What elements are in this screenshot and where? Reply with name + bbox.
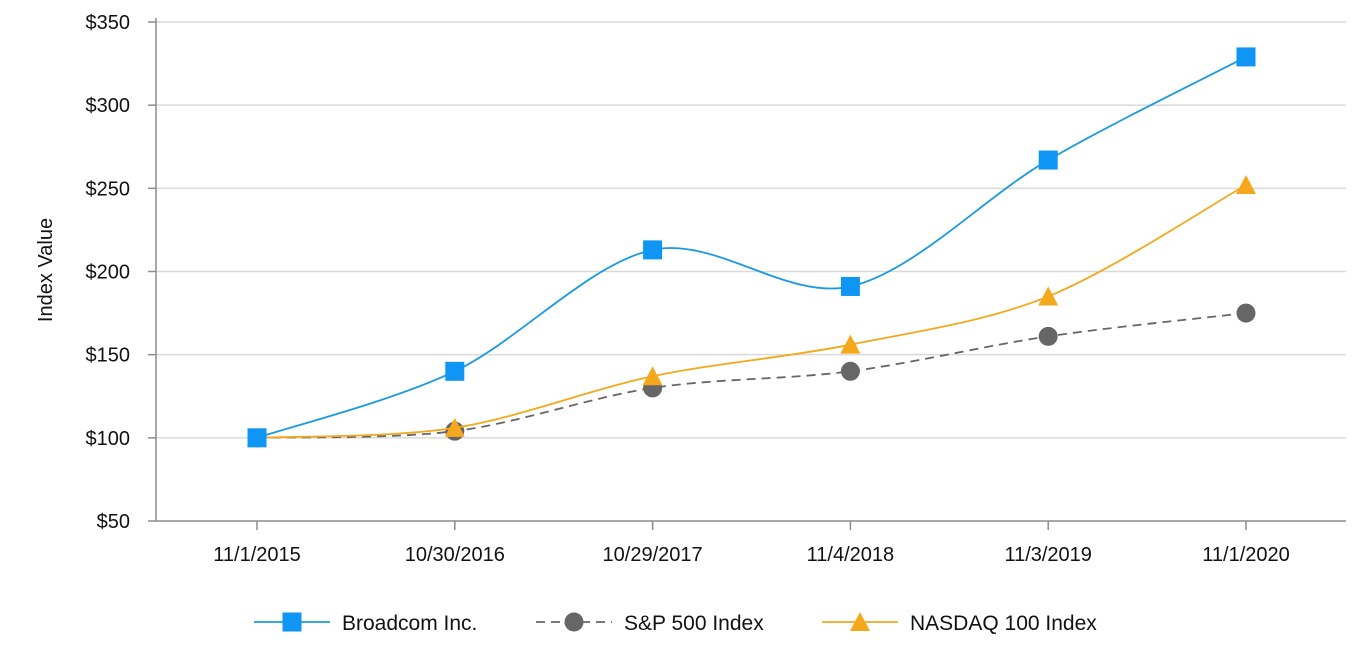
data-point-s-p-500-index xyxy=(1236,303,1256,323)
data-point-broadcom-inc xyxy=(445,361,465,381)
y-axis-label: Index Value xyxy=(35,218,57,322)
y-tick-label: $250 xyxy=(86,178,131,200)
y-tick-label: $150 xyxy=(86,345,131,367)
series-broadcom-inc xyxy=(247,47,1256,448)
x-tick-label: 11/4/2018 xyxy=(807,544,895,566)
gridlines xyxy=(156,21,1346,439)
legend-label-s-p-500-index: S&P 500 Index xyxy=(624,612,764,635)
x-tick-label: 11/1/2015 xyxy=(213,544,301,566)
data-point-nasdaq-100-index xyxy=(444,417,465,437)
legend-item-s-p-500-index: S&P 500 Index xyxy=(536,612,764,635)
x-tick-label: 11/3/2019 xyxy=(1004,544,1092,566)
legend: Broadcom Inc. S&P 500 Index NASDAQ 100 Ind… xyxy=(254,612,1097,635)
series-line-nasdaq-100-index xyxy=(256,184,1247,439)
data-point-nasdaq-100-index xyxy=(642,366,663,386)
legend-marker-nasdaq-100-index xyxy=(850,612,870,631)
x-tick-labels: 11/1/2015 10/30/2016 10/29/2017 11/4/2018 11… xyxy=(213,544,1290,566)
data-point-nasdaq-100-index xyxy=(840,334,861,354)
y-tick-label: $50 xyxy=(97,511,130,533)
series-s-p-500-index xyxy=(247,303,1256,448)
legend-marker-s-p-500-index xyxy=(564,612,584,632)
series-line-s-p-500-index xyxy=(256,312,1247,439)
data-point-s-p-500-index xyxy=(840,361,860,381)
data-point-nasdaq-100-index xyxy=(1236,175,1256,195)
data-point-s-p-500-index xyxy=(1038,326,1058,346)
data-point-broadcom-inc xyxy=(1038,150,1058,170)
data-point-broadcom-inc xyxy=(247,428,267,448)
axes xyxy=(148,18,1346,530)
y-tick-labels: $50 $100 $150 $200 $250 $300 $350 xyxy=(86,12,131,533)
y-tick-label: $200 xyxy=(86,262,131,284)
legend-label-nasdaq-100-index: NASDAQ 100 Index xyxy=(910,612,1097,635)
data-point-broadcom-inc xyxy=(840,276,860,296)
data-point-nasdaq-100-index xyxy=(1038,286,1059,306)
series-line-broadcom-inc xyxy=(256,56,1247,439)
series-nasdaq-100-index xyxy=(247,175,1256,447)
x-tick-label: 11/1/2020 xyxy=(1202,544,1290,566)
data-point-broadcom-inc xyxy=(643,240,663,260)
y-tick-label: $100 xyxy=(86,428,131,450)
legend-item-nasdaq-100-index: NASDAQ 100 Index xyxy=(822,612,1097,635)
series-group xyxy=(247,47,1256,448)
legend-marker-broadcom-inc xyxy=(282,612,302,632)
x-tick-label: 10/30/2016 xyxy=(405,544,505,566)
x-tick-label: 10/29/2017 xyxy=(603,544,703,566)
legend-item-broadcom-inc: Broadcom Inc. xyxy=(254,612,477,635)
data-point-broadcom-inc xyxy=(1236,47,1256,67)
y-tick-label: $300 xyxy=(86,95,131,117)
legend-label-broadcom-inc: Broadcom Inc. xyxy=(342,612,477,635)
y-tick-label: $350 xyxy=(86,12,131,34)
